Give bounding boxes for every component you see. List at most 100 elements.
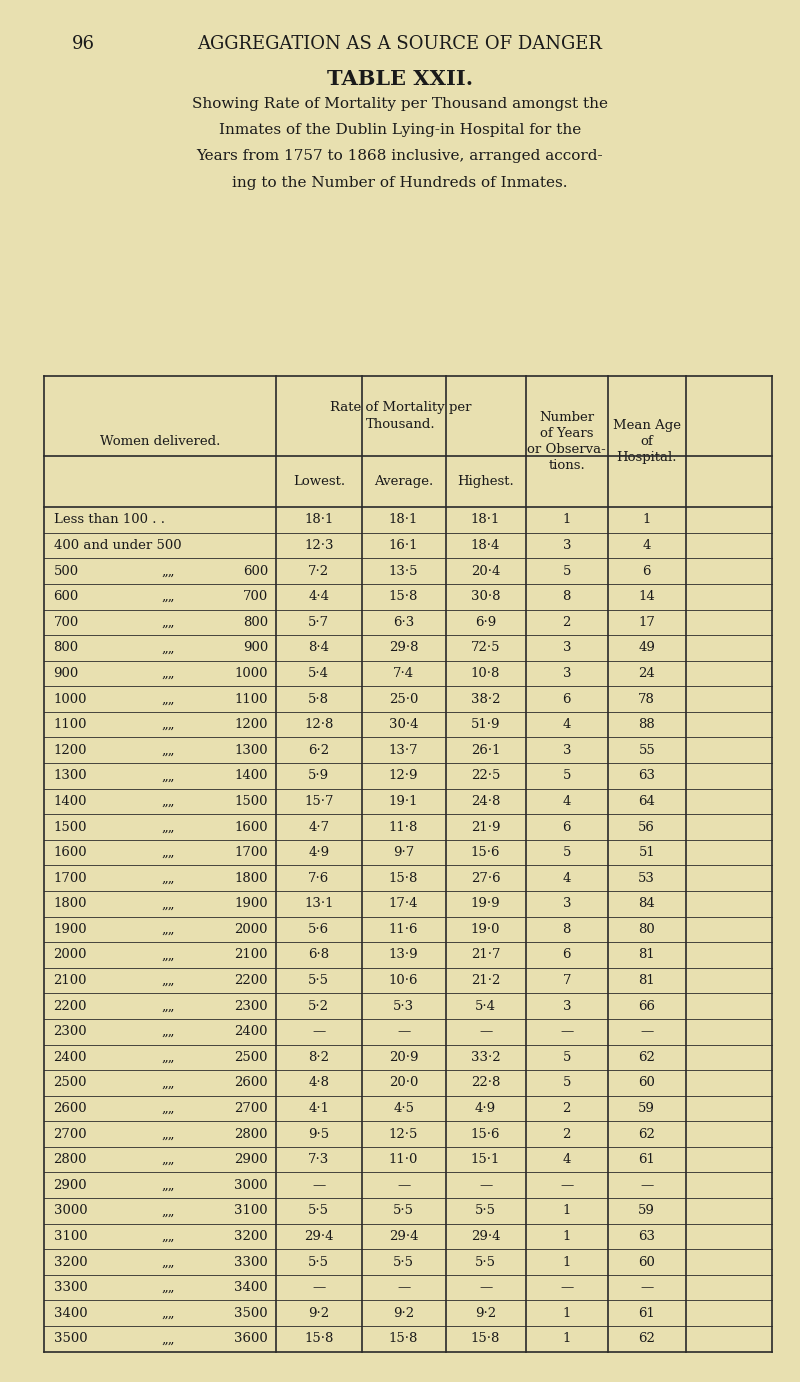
Text: AGGREGATION AS A SOURCE OF DANGER: AGGREGATION AS A SOURCE OF DANGER [198,35,602,53]
Text: —: — [479,1281,492,1294]
Text: 6·8: 6·8 [308,948,330,962]
Text: 2200: 2200 [54,999,87,1013]
Text: 24·8: 24·8 [471,795,500,808]
Text: 1: 1 [562,1332,571,1345]
Text: 2400: 2400 [234,1025,268,1038]
Text: 3: 3 [562,744,571,757]
Text: 8·2: 8·2 [308,1050,330,1064]
Text: 21·7: 21·7 [471,948,500,962]
Text: 1200: 1200 [234,719,268,731]
Text: 1800: 1800 [234,872,268,884]
Text: 5: 5 [562,1050,571,1064]
Text: 3300: 3300 [54,1281,87,1294]
Text: 29·4: 29·4 [389,1230,418,1242]
Text: 4·4: 4·4 [308,590,330,604]
Text: 5: 5 [562,1077,571,1089]
Text: 2: 2 [562,1128,571,1140]
Text: „„: „„ [162,590,174,604]
Text: 3: 3 [562,897,571,911]
Text: —: — [560,1281,574,1294]
Text: 800: 800 [243,616,268,629]
Text: 6: 6 [642,565,651,578]
Text: 3100: 3100 [234,1204,268,1218]
Text: 1: 1 [562,514,571,527]
Text: Years from 1757 to 1868 inclusive, arranged accord-: Years from 1757 to 1868 inclusive, arran… [197,149,603,163]
Text: 1100: 1100 [54,719,87,731]
Text: 30·4: 30·4 [389,719,418,731]
Text: 16·1: 16·1 [389,539,418,551]
Text: „„: „„ [162,872,174,884]
Text: Rate of Mortality per
Thousand.: Rate of Mortality per Thousand. [330,401,471,431]
Text: 62: 62 [638,1332,655,1345]
Text: 25·0: 25·0 [389,692,418,706]
Text: 5·3: 5·3 [393,999,414,1013]
Text: 2000: 2000 [54,948,87,962]
Text: 2900: 2900 [54,1179,87,1191]
Text: 2300: 2300 [234,999,268,1013]
Text: 5·5: 5·5 [308,974,330,987]
Text: „„: „„ [162,974,174,987]
Text: 1600: 1600 [54,846,87,860]
Text: —: — [640,1179,654,1191]
Text: 1300: 1300 [234,744,268,757]
Text: 4: 4 [562,795,571,808]
Text: 1900: 1900 [234,897,268,911]
Text: „„: „„ [162,948,174,962]
Text: 1100: 1100 [234,692,268,706]
Text: 7·3: 7·3 [308,1153,330,1166]
Text: 9·7: 9·7 [393,846,414,860]
Text: 29·8: 29·8 [389,641,418,655]
Text: 9·2: 9·2 [393,1307,414,1320]
Text: —: — [479,1025,492,1038]
Text: 8: 8 [562,590,571,604]
Text: 15·7: 15·7 [304,795,334,808]
Text: ing to the Number of Hundreds of Inmates.: ing to the Number of Hundreds of Inmates… [232,176,568,189]
Text: 5·6: 5·6 [308,923,330,936]
Text: TABLE XXII.: TABLE XXII. [327,69,473,88]
Text: 18·1: 18·1 [304,514,334,527]
Text: 4·8: 4·8 [308,1077,330,1089]
Text: 4: 4 [642,539,651,551]
Text: 51·9: 51·9 [471,719,500,731]
Text: „„: „„ [162,744,174,757]
Text: 38·2: 38·2 [471,692,500,706]
Text: 22·8: 22·8 [471,1077,500,1089]
Text: 1: 1 [562,1307,571,1320]
Text: 1000: 1000 [234,668,268,680]
Text: 5: 5 [562,770,571,782]
Text: 5: 5 [562,846,571,860]
Text: 81: 81 [638,974,655,987]
Text: 51: 51 [638,846,655,860]
Text: 81: 81 [638,948,655,962]
Text: 2300: 2300 [54,1025,87,1038]
Text: 1: 1 [642,514,651,527]
Text: „„: „„ [162,1050,174,1064]
Text: 12·8: 12·8 [304,719,334,731]
Text: 1500: 1500 [234,795,268,808]
Text: 2400: 2400 [54,1050,87,1064]
Text: „„: „„ [162,1307,174,1320]
Text: 11·8: 11·8 [389,821,418,833]
Text: „„: „„ [162,1025,174,1038]
Text: —: — [479,1179,492,1191]
Text: 20·4: 20·4 [471,565,500,578]
Text: 18·1: 18·1 [389,514,418,527]
Text: 3000: 3000 [54,1204,87,1218]
Text: 2000: 2000 [234,923,268,936]
Text: 78: 78 [638,692,655,706]
Text: 80: 80 [638,923,655,936]
Text: 5·5: 5·5 [393,1255,414,1269]
Text: —: — [560,1025,574,1038]
Text: 13·7: 13·7 [389,744,418,757]
Text: „„: „„ [162,1332,174,1345]
Text: 56: 56 [638,821,655,833]
Text: 88: 88 [638,719,655,731]
Text: 15·8: 15·8 [389,1332,418,1345]
Text: 4·9: 4·9 [308,846,330,860]
Text: —: — [397,1281,410,1294]
Text: 19·1: 19·1 [389,795,418,808]
Text: „„: „„ [162,1101,174,1115]
Text: 4: 4 [562,872,571,884]
Text: 11·6: 11·6 [389,923,418,936]
Text: 2600: 2600 [234,1077,268,1089]
